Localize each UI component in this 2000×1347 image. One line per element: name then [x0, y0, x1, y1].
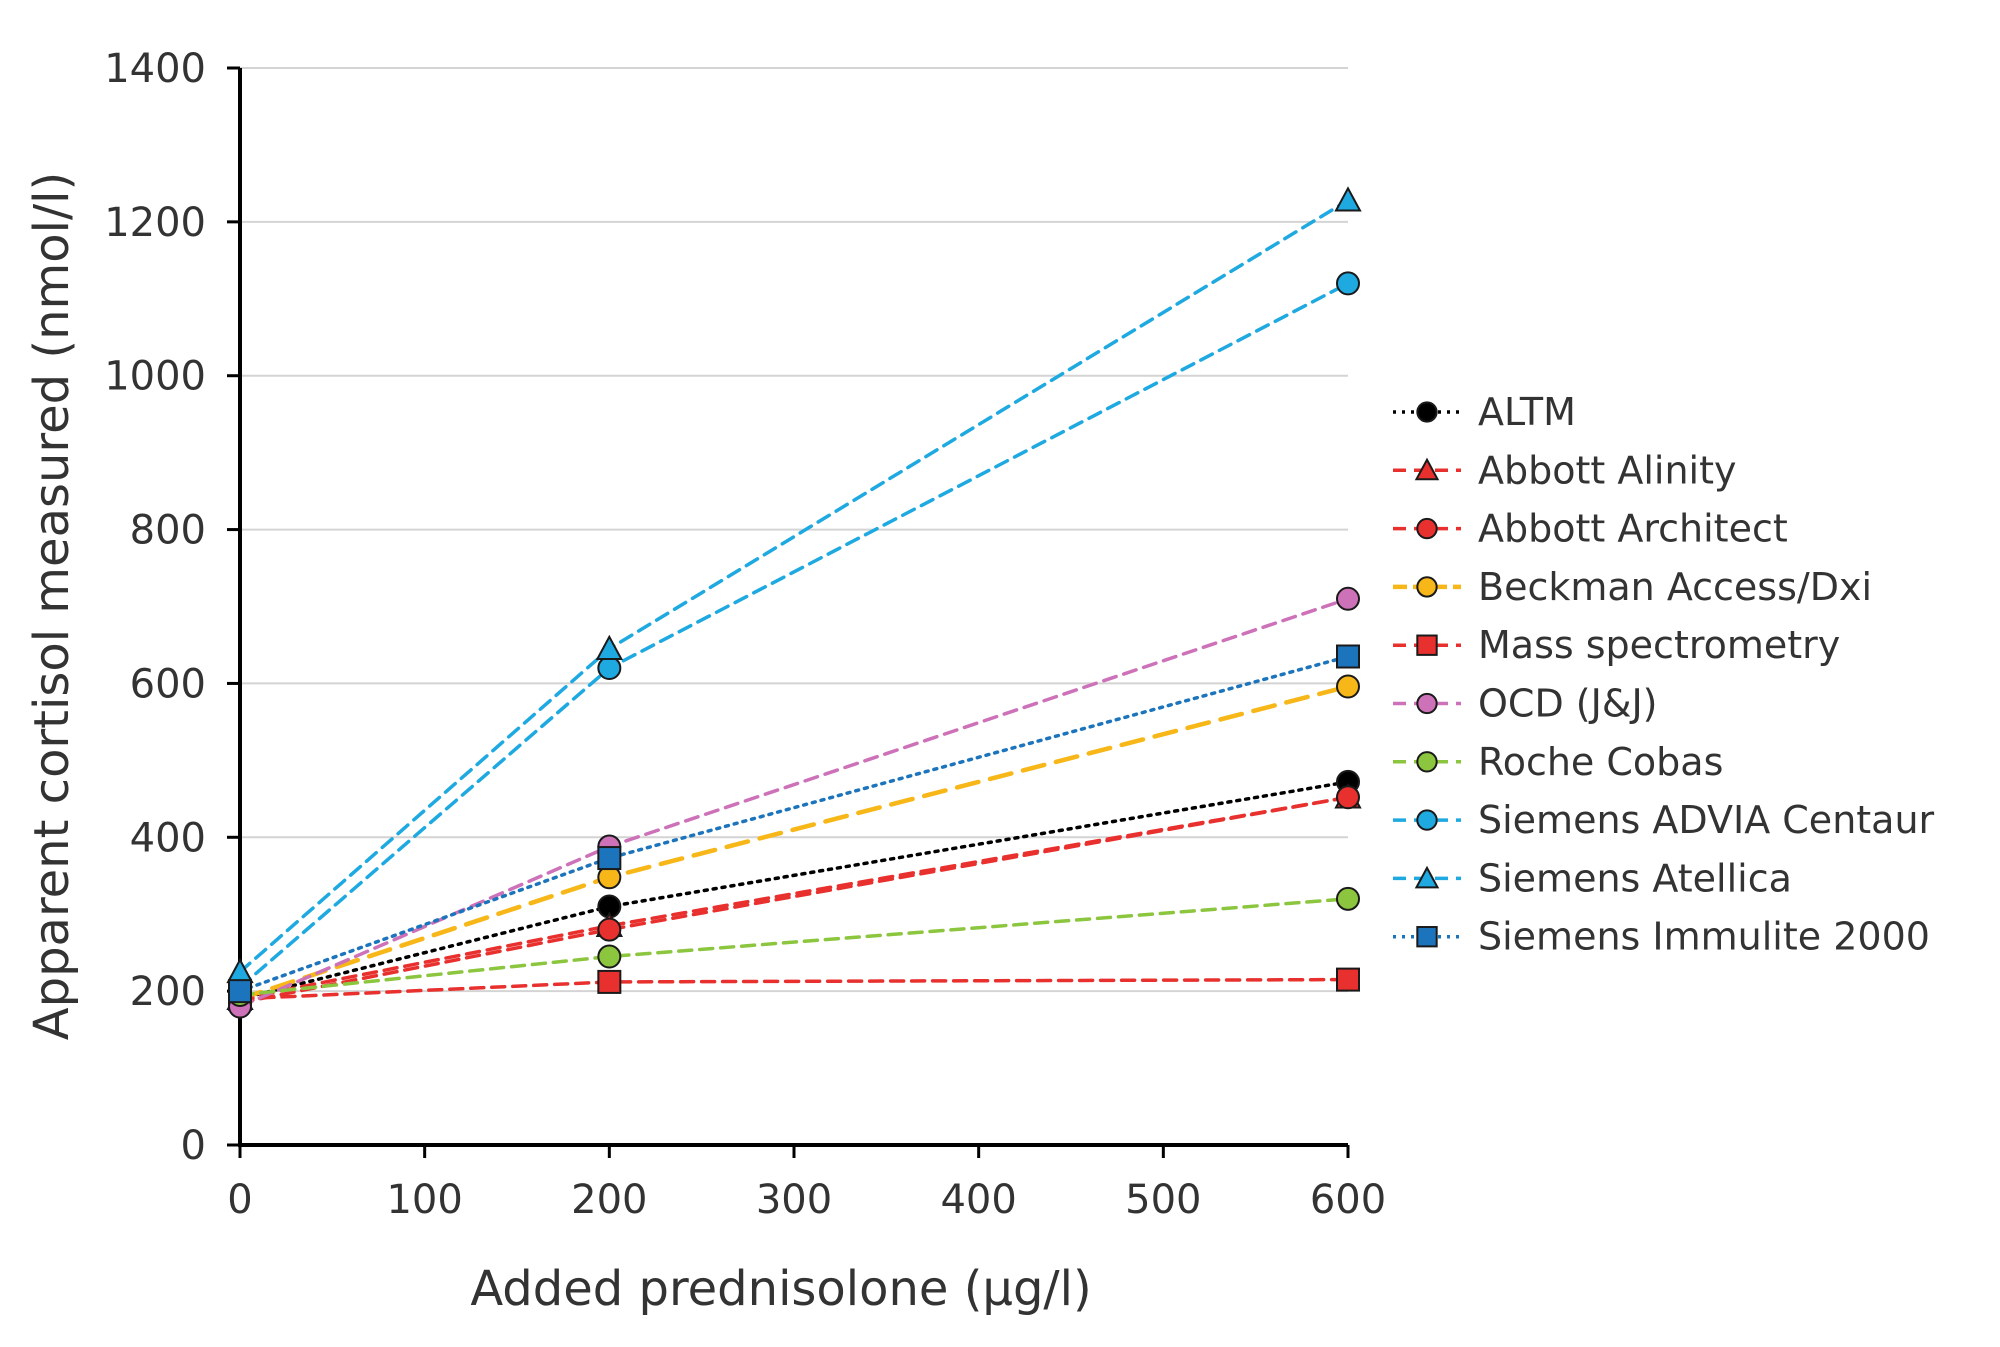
legend-item: Siemens Atellica [1393, 856, 1792, 900]
series-markers [226, 186, 1362, 1019]
series-lines [237, 198, 1351, 1009]
legend-marker [1416, 692, 1438, 715]
legend-marker [1416, 401, 1438, 423]
legend-item: OCD (J&J) [1393, 682, 1657, 726]
legend-label: Abbott Alinity [1478, 448, 1737, 492]
x-axis-ticks: 0 100 200 300 400 500 600 [227, 1145, 1386, 1223]
y-tick-label: 400 [130, 815, 206, 861]
x-tick-label: 600 [1310, 1177, 1386, 1223]
x-tick-label: 0 [227, 1177, 252, 1223]
legend-marker [1414, 457, 1440, 481]
data-point [1336, 886, 1360, 911]
y-tick-label: 600 [130, 661, 206, 707]
legend-marker [1416, 809, 1438, 831]
legend-item: Siemens ADVIA Centaur [1393, 798, 1935, 842]
data-point [597, 944, 622, 969]
data-point [595, 634, 624, 661]
legend-item: ALTM [1393, 390, 1576, 434]
data-point [597, 846, 622, 871]
y-tick-label: 1400 [104, 46, 206, 92]
data-point [1336, 785, 1360, 810]
axes [238, 68, 1348, 1147]
x-tick-label: 100 [386, 1177, 462, 1223]
legend-marker [1416, 576, 1438, 598]
y-axis-title: Apparent cortisol measured (nmol/l) [24, 172, 80, 1040]
series-line [238, 198, 1350, 974]
y-tick-label: 1200 [104, 200, 206, 246]
data-point [597, 969, 622, 994]
legend-label: Roche Cobas [1478, 740, 1723, 784]
data-point [1336, 644, 1360, 669]
legend-label: ALTM [1478, 390, 1576, 434]
legend-item: Abbott Alinity [1393, 448, 1737, 492]
grid-lines [240, 67, 1348, 993]
data-point [1336, 586, 1360, 611]
data-point [1336, 674, 1360, 699]
data-point [1334, 186, 1362, 212]
legend-item: Roche Cobas [1393, 740, 1723, 784]
data-point [1336, 967, 1360, 992]
x-tick-label: 300 [756, 1177, 832, 1223]
legend-label: Mass spectrometry [1478, 623, 1840, 667]
legend-label: Siemens Atellica [1478, 856, 1792, 900]
legend-marker [1416, 634, 1438, 656]
legend-item: Mass spectrometry [1393, 623, 1840, 667]
data-point [597, 656, 622, 681]
legend-label: Siemens Immulite 2000 [1478, 915, 1930, 959]
series-line [238, 654, 1350, 993]
y-tick-label: 200 [130, 969, 206, 1015]
x-tick-label: 200 [571, 1177, 647, 1223]
y-tick-label: 0 [181, 1123, 206, 1169]
series-line [238, 281, 1350, 990]
legend-marker [1416, 926, 1438, 948]
data-point [597, 917, 622, 942]
legend: ALTM Abbott Alinity Abbott Architect Beckma… [1393, 390, 1935, 959]
x-tick-label: 500 [1125, 1177, 1201, 1223]
legend-item: Beckman Access/Dxi [1393, 565, 1872, 609]
legend-label: OCD (J&J) [1478, 682, 1657, 726]
legend-marker [1414, 865, 1440, 889]
data-point [228, 979, 252, 1004]
x-axis-title: Added prednisolone (μg/l) [470, 1261, 1091, 1317]
y-tick-label: 1000 [104, 354, 206, 400]
legend-item: Abbott Architect [1393, 507, 1788, 551]
legend-item: Siemens Immulite 2000 [1393, 915, 1930, 959]
legend-label: Abbott Architect [1478, 507, 1788, 551]
y-axis-ticks: 0 200 400 600 800 1000 1200 1400 [104, 46, 240, 1169]
legend-marker [1416, 751, 1438, 773]
data-point [1336, 271, 1360, 296]
x-tick-label: 400 [940, 1177, 1016, 1223]
legend-label: Siemens ADVIA Centaur [1478, 798, 1935, 842]
legend-marker [1416, 517, 1438, 540]
legend-label: Beckman Access/Dxi [1478, 565, 1872, 609]
y-tick-label: 800 [130, 508, 206, 554]
series-line [238, 977, 1350, 1001]
